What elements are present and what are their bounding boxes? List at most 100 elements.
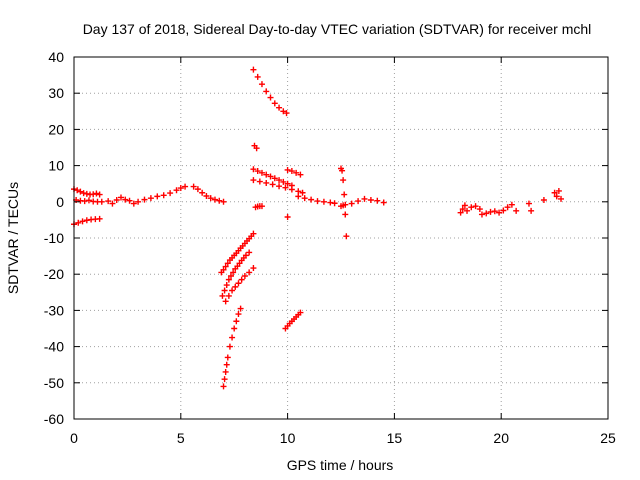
data-point-plus-marker xyxy=(340,177,347,184)
data-point-plus-marker xyxy=(301,195,308,202)
data-point-plus-marker xyxy=(221,376,228,383)
data-point-plus-marker xyxy=(256,178,263,185)
data-point-plus-marker xyxy=(75,219,82,226)
series-sat-j xyxy=(220,305,244,390)
data-point-plus-marker xyxy=(229,334,236,341)
data-point-plus-marker xyxy=(258,203,265,210)
x-tick-label: 15 xyxy=(387,430,403,446)
data-point-plus-marker xyxy=(283,110,290,117)
y-tick-label: 40 xyxy=(48,49,64,65)
x-tick-label: 20 xyxy=(493,430,509,446)
data-point-plus-marker xyxy=(280,108,287,115)
data-point-plus-marker xyxy=(232,283,239,290)
data-point-plus-marker xyxy=(83,217,90,224)
x-tick-label: 5 xyxy=(177,430,185,446)
series-sat-q xyxy=(284,166,304,178)
y-tick-labels: -60 -50 -40 -30 -20 -10 0 10 20 30 40 xyxy=(44,49,64,427)
data-point-plus-marker xyxy=(246,249,253,256)
data-point-plus-marker xyxy=(211,196,218,203)
data-point-plus-marker xyxy=(250,166,257,173)
data-point-plus-marker xyxy=(269,181,276,188)
axis-ticks xyxy=(73,56,609,420)
data-point-plus-marker xyxy=(126,197,133,204)
data-point-plus-marker xyxy=(117,194,124,201)
series-sat-x xyxy=(478,201,520,218)
data-point-plus-marker xyxy=(241,273,248,280)
x-axis-label: GPS time / hours xyxy=(287,457,394,473)
data-point-plus-marker xyxy=(267,173,274,180)
data-point-plus-marker xyxy=(331,200,338,207)
data-point-plus-marker xyxy=(199,189,206,196)
data-point-plus-marker xyxy=(343,233,350,240)
data-point-plus-marker xyxy=(551,189,558,196)
data-point-plus-marker xyxy=(263,179,270,186)
data-point-plus-marker xyxy=(297,171,304,178)
series-sat-r xyxy=(282,309,304,332)
y-tick-label: 0 xyxy=(56,194,64,210)
data-point-plus-marker xyxy=(483,210,490,217)
series-sat-z xyxy=(540,187,565,203)
data-point-plus-marker xyxy=(130,200,137,207)
data-point-plus-marker xyxy=(339,167,346,174)
data-point-plus-marker xyxy=(79,218,86,225)
data-point-plus-marker xyxy=(167,190,174,197)
data-point-plus-marker xyxy=(207,195,214,202)
data-point-plus-marker xyxy=(508,201,515,208)
data-point-plus-marker xyxy=(528,207,535,214)
series-sat-n xyxy=(250,177,306,196)
data-point-plus-marker xyxy=(223,361,230,368)
data-point-plus-marker xyxy=(233,318,240,325)
data-points xyxy=(71,66,565,390)
data-point-plus-marker xyxy=(284,180,291,187)
data-point-plus-marker xyxy=(295,188,302,195)
data-point-plus-marker xyxy=(341,191,348,198)
data-point-plus-marker xyxy=(361,195,368,202)
data-point-plus-marker xyxy=(227,273,234,280)
data-point-plus-marker xyxy=(216,197,223,204)
y-tick-label: -20 xyxy=(44,266,64,282)
series-sat-h xyxy=(219,249,253,299)
data-point-plus-marker xyxy=(504,204,511,211)
data-point-plus-marker xyxy=(271,175,278,182)
data-point-plus-marker xyxy=(226,343,233,350)
data-point-plus-marker xyxy=(267,94,274,101)
data-point-plus-marker xyxy=(258,81,265,88)
y-tick-label: 30 xyxy=(48,85,64,101)
data-point-plus-marker xyxy=(468,204,475,211)
data-point-plus-marker xyxy=(182,183,189,190)
series-sat-d xyxy=(98,194,133,207)
data-point-plus-marker xyxy=(219,292,226,299)
data-point-plus-marker xyxy=(74,187,81,194)
data-point-plus-marker xyxy=(98,198,105,205)
series-sat-l xyxy=(251,142,260,152)
series-sat-g xyxy=(218,230,257,276)
data-point-plus-marker xyxy=(235,280,242,287)
chart-title: Day 137 of 2018, Sidereal Day-to-day VTE… xyxy=(83,21,592,37)
y-tick-label: -40 xyxy=(44,339,64,355)
series-sat-o xyxy=(252,203,265,211)
data-point-plus-marker xyxy=(154,193,161,200)
x-tick-label: 0 xyxy=(70,430,78,446)
data-point-plus-marker xyxy=(224,354,231,361)
y-tick-label: -50 xyxy=(44,375,64,391)
y-tick-label: -10 xyxy=(44,230,64,246)
data-point-plus-marker xyxy=(109,200,116,207)
data-point-plus-marker xyxy=(525,200,532,207)
y-tick-label: -30 xyxy=(44,302,64,318)
series-sat-m xyxy=(250,166,295,189)
data-point-plus-marker xyxy=(96,191,103,198)
data-point-plus-marker xyxy=(221,287,228,294)
data-point-plus-marker xyxy=(374,197,381,204)
data-point-plus-marker xyxy=(320,198,327,205)
data-point-plus-marker xyxy=(194,186,201,193)
data-point-plus-marker xyxy=(231,325,238,332)
data-point-plus-marker xyxy=(77,188,84,195)
data-point-plus-marker xyxy=(224,260,231,267)
data-point-plus-marker xyxy=(342,201,349,208)
series-sat-b xyxy=(71,186,103,198)
data-point-plus-marker xyxy=(558,195,565,202)
data-point-plus-marker xyxy=(288,186,295,193)
y-axis-label: SDTVAR / TECUs xyxy=(5,182,21,294)
series-sat-c xyxy=(73,196,101,205)
data-point-plus-marker xyxy=(464,207,471,214)
